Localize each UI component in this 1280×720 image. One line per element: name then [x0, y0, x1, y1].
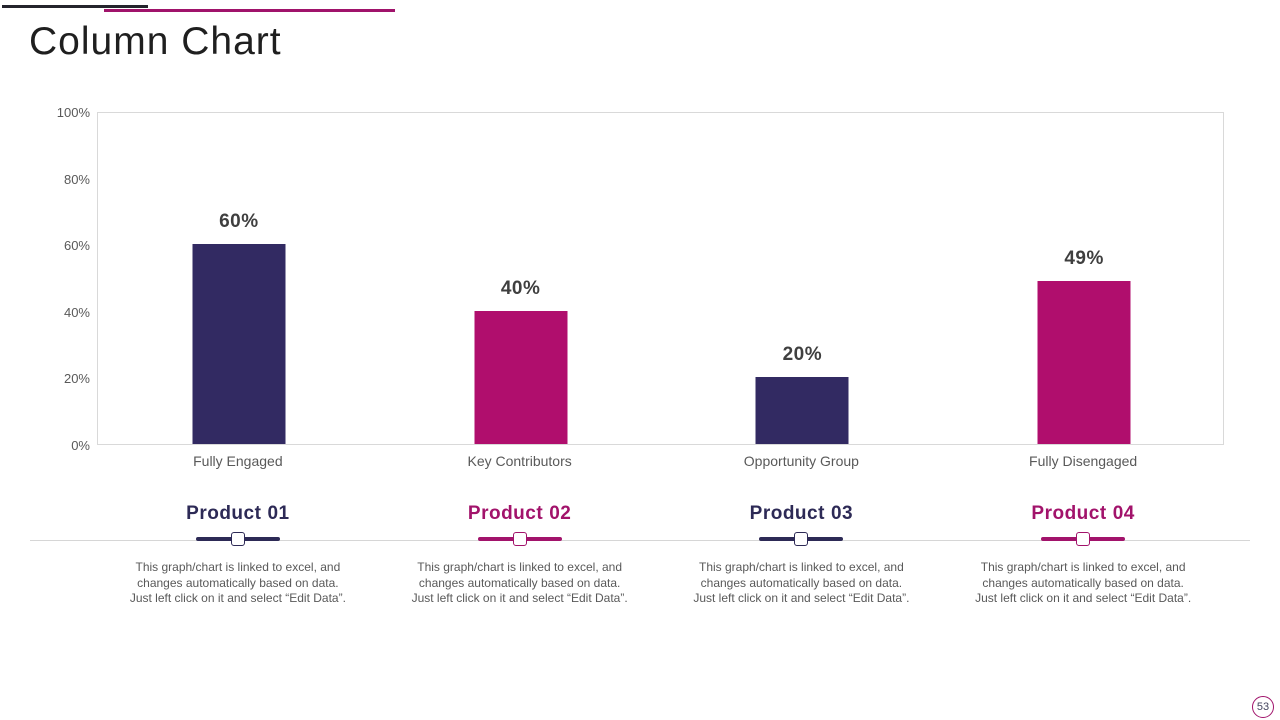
- x-axis-category-label: Fully Disengaged: [1029, 453, 1138, 469]
- slider-handle[interactable]: [230, 532, 245, 546]
- x-axis-category-label: Fully Engaged: [193, 453, 283, 469]
- product-label: Product 03: [660, 503, 942, 525]
- product-label: Product 02: [379, 503, 661, 525]
- product-name: Product: [1031, 503, 1107, 524]
- product-number: 01: [267, 503, 290, 524]
- top-black-line: [2, 5, 148, 8]
- product-number: 03: [830, 503, 854, 524]
- x-axis-category-label: Key Contributors: [467, 453, 572, 469]
- product-description: This graph/chart is linked to excel, and…: [411, 560, 628, 605]
- plot-area: 60% 40% 20% 49%: [97, 112, 1224, 445]
- slider-handle[interactable]: [794, 532, 809, 546]
- bar-value-label: 20%: [782, 344, 823, 366]
- product-label: Product 04: [942, 503, 1224, 525]
- y-tick-label: 60%: [63, 238, 90, 254]
- product-name: Product: [186, 503, 262, 524]
- y-tick-label: 20%: [63, 371, 90, 387]
- chart-bar: [755, 377, 849, 444]
- product-slider[interactable]: [660, 530, 942, 548]
- bar-slot: 49%: [943, 113, 1225, 444]
- y-tick-label: 80%: [63, 171, 90, 187]
- top-accent-line: [104, 9, 395, 12]
- product-description: This graph/chart is linked to excel, and…: [693, 560, 910, 605]
- bar-value-label: 60%: [219, 211, 259, 233]
- bar-slot: 60%: [98, 113, 380, 444]
- bar-slot: 40%: [380, 113, 662, 444]
- product-panel: Product 04 This graph/chart is linked to e…: [942, 503, 1224, 607]
- slider-handle[interactable]: [512, 532, 527, 546]
- chart-bar: [192, 244, 286, 444]
- page-number-badge: 53: [1252, 696, 1274, 718]
- product-panel: Product 01 This graph/chart is linked to e…: [97, 503, 379, 607]
- product-slider[interactable]: [942, 530, 1224, 548]
- slider-baseline: [30, 540, 1250, 541]
- bar-value-label: 49%: [1064, 247, 1104, 269]
- product-panel: Product 02 This graph/chart is linked to e…: [379, 503, 661, 607]
- y-tick-label: 40%: [63, 304, 90, 320]
- slider-handle[interactable]: [1076, 532, 1091, 546]
- product-name: Product: [749, 503, 825, 524]
- chart-bar: [1037, 280, 1131, 444]
- product-number: 02: [549, 503, 572, 524]
- product-slider[interactable]: [379, 530, 661, 548]
- product-description: This graph/chart is linked to excel, and…: [975, 560, 1192, 605]
- page-title: Column Chart: [29, 20, 282, 63]
- product-description: This graph/chart is linked to excel, and…: [129, 560, 346, 605]
- product-slider[interactable]: [97, 530, 379, 548]
- chart-bar: [474, 310, 568, 444]
- product-name: Product: [467, 503, 544, 524]
- product-number: 04: [1112, 503, 1135, 524]
- x-axis-category-label: Opportunity Group: [743, 453, 859, 469]
- product-panel: Product 03 This graph/chart is linked to e…: [660, 503, 942, 607]
- product-label: Product 01: [97, 503, 379, 525]
- y-tick-label: 100%: [56, 105, 90, 120]
- bar-value-label: 40%: [500, 277, 541, 299]
- bar-slot: 20%: [662, 113, 944, 444]
- y-tick-label: 0%: [71, 438, 90, 453]
